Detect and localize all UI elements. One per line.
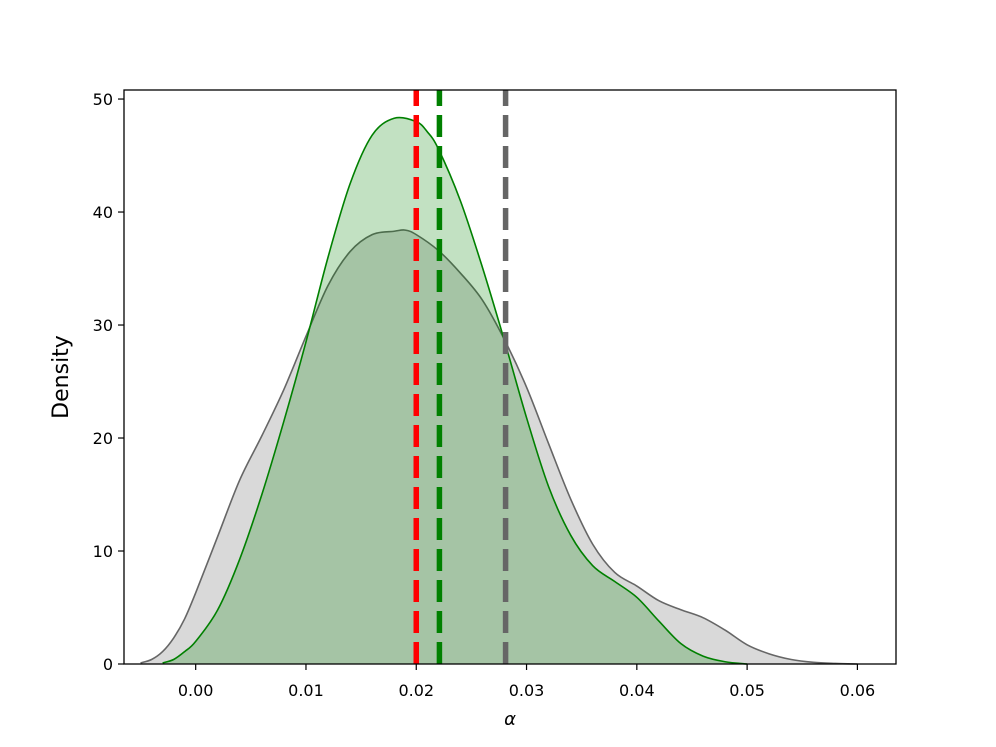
x-axis-label: α xyxy=(504,709,516,730)
x-axis-ticks: 0.00 0.01 0.02 0.03 0.04 0.05 0.06 xyxy=(178,664,875,700)
x-tick-label: 0.01 xyxy=(288,681,324,700)
x-tick-label: 0.04 xyxy=(619,681,655,700)
density-area-1 xyxy=(140,229,858,664)
y-tick-label: 40 xyxy=(93,203,113,222)
density-curve-1 xyxy=(140,229,858,665)
x-tick-label: 0.00 xyxy=(178,681,214,700)
y-axis-ticks: 0 10 20 30 40 50 xyxy=(93,90,124,674)
density-series-layer xyxy=(140,116,858,665)
density-area-2 xyxy=(162,117,748,664)
x-tick-label: 0.02 xyxy=(398,681,434,700)
x-tick-label: 0.06 xyxy=(840,681,876,700)
plot-area-frame xyxy=(123,89,897,665)
y-tick-label: 0 xyxy=(103,655,113,674)
x-tick-label: 0.03 xyxy=(509,681,545,700)
density-curve-2 xyxy=(162,116,748,665)
x-tick-label: 0.05 xyxy=(729,681,765,700)
y-axis-label: Density xyxy=(49,335,74,419)
y-tick-label: 20 xyxy=(93,429,113,448)
y-tick-label: 10 xyxy=(93,542,113,561)
y-tick-label: 30 xyxy=(93,316,113,335)
y-tick-label: 50 xyxy=(93,90,113,109)
reference-lines-layer xyxy=(413,90,509,664)
